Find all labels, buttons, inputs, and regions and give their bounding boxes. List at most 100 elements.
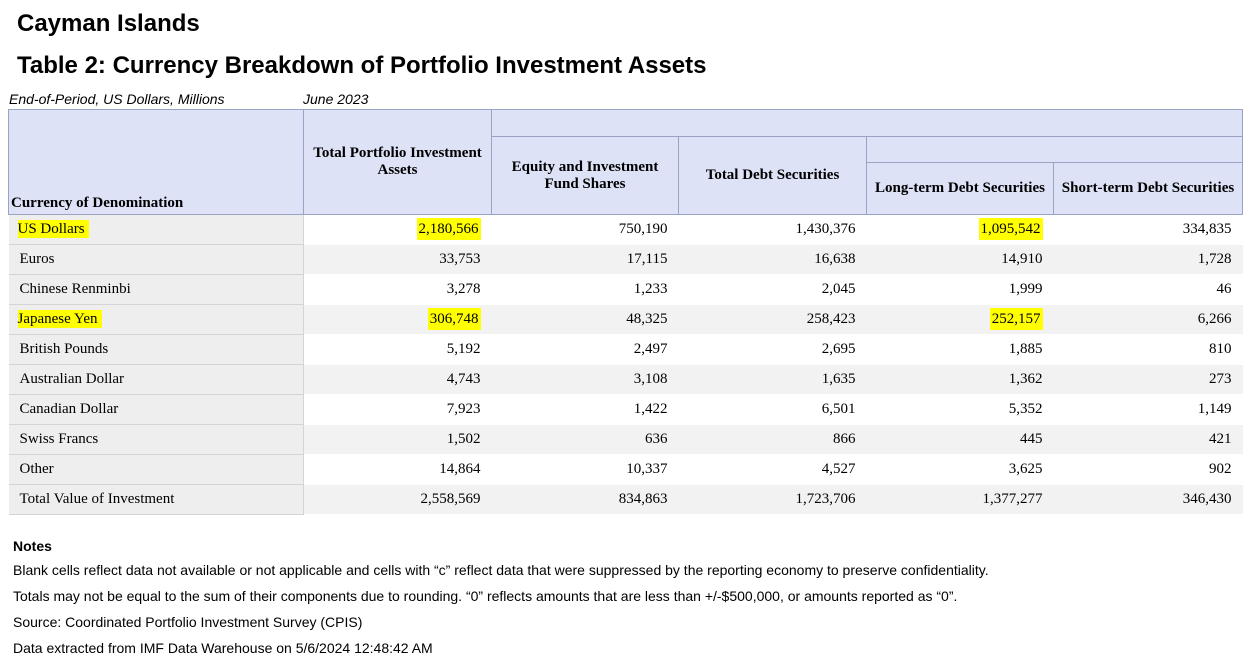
equity-value: 2,497 (633, 341, 668, 357)
row-total-cell: 3,278 (303, 274, 492, 305)
row-equity-cell: 750,190 (491, 214, 679, 245)
table-row: US Dollars 2,180,566 750,190 1,430,376 1,095… (8, 214, 1243, 245)
header-currency: Currency of Denomination (8, 109, 304, 215)
row-currency-cell: Chinese Renminbi (8, 274, 304, 305)
table-row: Canadian Dollar 7,923 1,422 6,501 5,352 1,149 (8, 394, 1243, 425)
currency-label: Other (19, 461, 54, 477)
debt-value: 4,527 (821, 461, 856, 477)
short-value: 421 (1209, 431, 1232, 447)
long-value: 1,095,542 (978, 218, 1043, 240)
row-currency-cell: US Dollars (8, 214, 304, 245)
row-currency-cell: Euros (8, 244, 304, 275)
debt-value: 16,638 (814, 251, 856, 267)
row-total-cell: 5,192 (303, 334, 492, 365)
period-subtitle: June 2023 (303, 91, 369, 107)
row-long-cell: 1,095,542 (866, 214, 1054, 245)
debt-value: 2,695 (821, 341, 856, 357)
note-blank-cells: Blank cells reflect data not available o… (13, 562, 989, 578)
row-long-cell: 1,885 (866, 334, 1054, 365)
row-total-cell: 14,864 (303, 454, 492, 485)
short-value: 1,149 (1197, 401, 1232, 417)
currency-label: British Pounds (19, 341, 109, 357)
header-short-term: Short-term Debt Securities (1053, 162, 1243, 215)
row-short-cell: 46 (1053, 274, 1243, 305)
row-short-cell: 334,835 (1053, 214, 1243, 245)
row-currency-cell: Other (8, 454, 304, 485)
long-value: 5,352 (1008, 401, 1043, 417)
debt-value: 866 (833, 431, 856, 447)
currency-label: Euros (19, 251, 55, 267)
row-debt-cell: 6,501 (678, 394, 867, 425)
short-value: 902 (1209, 461, 1232, 477)
row-total-cell: 2,180,566 (303, 214, 492, 245)
row-total-cell: 7,923 (303, 394, 492, 425)
row-equity-cell: 3,108 (491, 364, 679, 395)
row-short-cell: 346,430 (1053, 484, 1243, 515)
table-row: Total Value of Investment 2,558,569 834,86… (8, 484, 1243, 515)
debt-value: 6,501 (821, 401, 856, 417)
table-title: Table 2: Currency Breakdown of Portfolio… (17, 52, 707, 79)
total-value: 4,743 (446, 371, 481, 387)
total-value: 306,748 (427, 308, 481, 330)
header-total-debt: Total Debt Securities (678, 136, 867, 215)
row-long-cell: 5,352 (866, 394, 1054, 425)
equity-value: 48,325 (626, 311, 668, 327)
total-value: 2,558,569 (420, 491, 481, 507)
row-long-cell: 3,625 (866, 454, 1054, 485)
notes-title: Notes (13, 538, 52, 554)
currency-label: Canadian Dollar (19, 401, 119, 417)
short-value: 334,835 (1182, 221, 1232, 237)
long-value: 445 (1020, 431, 1043, 447)
total-value: 3,278 (446, 281, 481, 297)
row-currency-cell: Swiss Francs (8, 424, 304, 455)
row-currency-cell: Total Value of Investment (8, 484, 304, 515)
row-total-cell: 4,743 (303, 364, 492, 395)
currency-label: Chinese Renminbi (19, 281, 131, 297)
row-long-cell: 1,377,277 (866, 484, 1054, 515)
row-debt-cell: 4,527 (678, 454, 867, 485)
row-short-cell: 810 (1053, 334, 1243, 365)
row-currency-cell: Australian Dollar (8, 364, 304, 395)
long-value: 3,625 (1008, 461, 1043, 477)
row-long-cell: 1,999 (866, 274, 1054, 305)
header-total-portfolio: Total Portfolio Investment Assets (303, 109, 492, 215)
short-value: 810 (1209, 341, 1232, 357)
table-row: Australian Dollar 4,743 3,108 1,635 1,362 273 (8, 364, 1243, 395)
long-value: 1,377,277 (982, 491, 1043, 507)
header-debt-group-spacer (866, 136, 1243, 163)
long-value: 1,999 (1008, 281, 1043, 297)
equity-value: 834,863 (618, 491, 668, 507)
row-total-cell: 33,753 (303, 244, 492, 275)
header-equity: Equity and Investment Fund Shares (491, 136, 679, 215)
short-value: 273 (1209, 371, 1232, 387)
table-row: British Pounds 5,192 2,497 2,695 1,885 810 (8, 334, 1243, 365)
row-short-cell: 6,266 (1053, 304, 1243, 335)
row-equity-cell: 10,337 (491, 454, 679, 485)
table-row: Swiss Francs 1,502 636 866 445 421 (8, 424, 1243, 455)
total-value: 1,502 (446, 431, 481, 447)
notes-section: Notes Blank cells reflect data not avail… (13, 538, 989, 666)
currency-label: Japanese Yen (17, 310, 102, 328)
row-equity-cell: 1,233 (491, 274, 679, 305)
currency-label: Australian Dollar (19, 371, 125, 387)
total-value: 7,923 (446, 401, 481, 417)
note-extraction-date: Data extracted from IMF Data Warehouse o… (13, 640, 433, 656)
table-row: Other 14,864 10,337 4,527 3,625 902 (8, 454, 1243, 485)
total-value: 5,192 (446, 341, 481, 357)
row-debt-cell: 1,430,376 (678, 214, 867, 245)
row-equity-cell: 48,325 (491, 304, 679, 335)
table-row: Euros 33,753 17,115 16,638 14,910 1,728 (8, 244, 1243, 275)
row-short-cell: 273 (1053, 364, 1243, 395)
row-equity-cell: 1,422 (491, 394, 679, 425)
long-value: 1,362 (1008, 371, 1043, 387)
equity-value: 636 (645, 431, 668, 447)
header-group-spacer (491, 109, 1243, 137)
row-currency-cell: Japanese Yen (8, 304, 304, 335)
debt-value: 258,423 (806, 311, 856, 327)
row-short-cell: 1,149 (1053, 394, 1243, 425)
row-debt-cell: 2,045 (678, 274, 867, 305)
table-row: Japanese Yen 306,748 48,325 258,423 252,157 6… (8, 304, 1243, 335)
short-value: 46 (1216, 281, 1232, 297)
note-source: Source: Coordinated Portfolio Investment… (13, 614, 363, 630)
row-equity-cell: 2,497 (491, 334, 679, 365)
